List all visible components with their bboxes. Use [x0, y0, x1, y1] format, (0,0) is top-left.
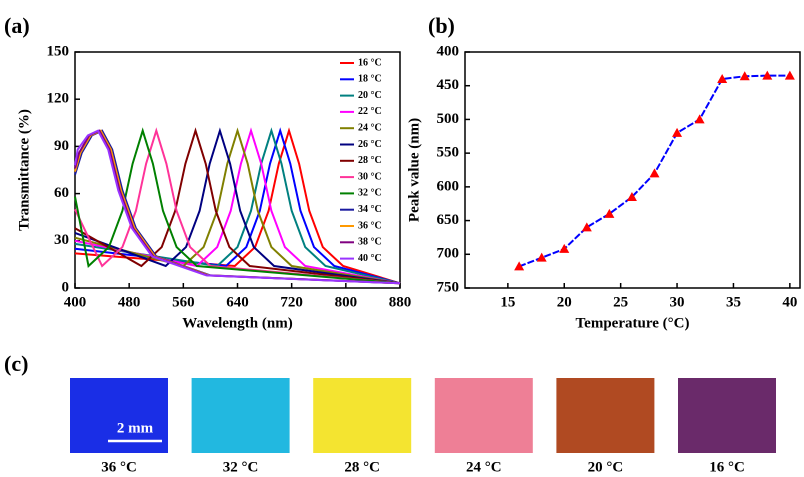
x-tick-label: 25: [613, 294, 628, 310]
data-line: [74, 127, 401, 285]
swatch-label: 24 °C: [466, 459, 502, 475]
y-tick-label: 90: [54, 138, 69, 154]
x-tick-label: 480: [118, 294, 141, 310]
x-tick-label: 800: [335, 294, 358, 310]
data-point: [514, 261, 525, 271]
data-line: [74, 129, 401, 285]
y-axis-label: Transmittance (%): [16, 109, 32, 231]
x-tick-label: 30: [670, 294, 685, 310]
data-line: [74, 127, 401, 285]
data-line: [74, 127, 401, 285]
data-line: [74, 127, 401, 285]
y-tick-label: 30: [54, 232, 69, 248]
data-point: [649, 168, 660, 178]
swatch-label: 28 °C: [344, 459, 380, 475]
x-tick-label: 400: [64, 294, 87, 310]
x-axis-label: Wavelength (nm): [182, 315, 292, 331]
x-tick-label: 880: [389, 294, 412, 310]
legend-label: 28 °C: [358, 155, 382, 166]
legend-label: 16 °C: [358, 57, 382, 68]
y-tick-label: 150: [47, 43, 70, 59]
data-point: [784, 70, 795, 80]
color-swatch: [556, 378, 655, 453]
panel-label: (a): [4, 13, 30, 38]
legend-label: 26 °C: [358, 139, 382, 150]
y-tick-label: 60: [54, 185, 69, 201]
data-point: [739, 71, 750, 81]
data-point: [717, 73, 728, 83]
legend-label: 20 °C: [358, 90, 382, 101]
legend-label: 30 °C: [358, 171, 382, 182]
legend-label: 22 °C: [358, 106, 382, 117]
x-tick-label: 35: [726, 294, 741, 310]
swatch-label: 32 °C: [223, 459, 259, 475]
y-tick-label: 120: [47, 91, 70, 107]
x-tick-label: 15: [500, 294, 515, 310]
panel-label: (b): [428, 13, 455, 38]
y-tick-label: 450: [437, 77, 460, 93]
color-swatch: [434, 378, 533, 453]
data-point: [559, 243, 570, 253]
swatch-label: 16 °C: [709, 459, 745, 475]
plot-frame: [74, 51, 401, 289]
legend-label: 34 °C: [358, 204, 382, 215]
legend-label: 36 °C: [358, 220, 382, 231]
data-line: [74, 127, 401, 285]
data-point: [536, 252, 547, 262]
panel-label: (c): [4, 351, 28, 376]
y-tick-label: 400: [437, 43, 460, 59]
data-point: [762, 70, 773, 80]
x-tick-label: 20: [557, 294, 572, 310]
data-point: [626, 191, 637, 201]
color-swatch: [678, 378, 776, 453]
y-tick-label: 700: [437, 246, 460, 262]
legend-label: 24 °C: [358, 122, 382, 133]
legend-label: 38 °C: [358, 237, 382, 248]
y-tick-label: 0: [62, 279, 70, 295]
y-tick-label: 650: [437, 212, 460, 228]
data-point: [672, 127, 683, 137]
legend-label: 32 °C: [358, 188, 382, 199]
swatch-label: 20 °C: [588, 459, 624, 475]
y-tick-label: 500: [437, 111, 460, 127]
y-axis-label: Peak value (nm): [406, 118, 422, 222]
scale-bar-label: 2 mm: [117, 420, 154, 436]
color-swatch: [313, 378, 412, 453]
x-tick-label: 720: [280, 294, 303, 310]
y-tick-label: 750: [437, 279, 460, 295]
legend-label: 40 °C: [358, 253, 382, 264]
data-point: [581, 222, 592, 232]
data-point: [604, 208, 615, 218]
y-tick-label: 600: [437, 178, 460, 194]
x-tick-label: 560: [172, 294, 195, 310]
y-tick-label: 550: [437, 145, 460, 161]
swatch-label: 36 °C: [101, 459, 137, 475]
x-axis-label: Temperature (°C): [576, 315, 690, 331]
x-tick-label: 40: [782, 294, 797, 310]
x-tick-label: 640: [226, 294, 249, 310]
plot-frame: [464, 51, 801, 289]
data-line: [74, 127, 401, 285]
data-point: [694, 114, 705, 124]
color-swatch: [191, 378, 290, 453]
legend-label: 18 °C: [358, 74, 382, 85]
data-line: [74, 127, 401, 285]
